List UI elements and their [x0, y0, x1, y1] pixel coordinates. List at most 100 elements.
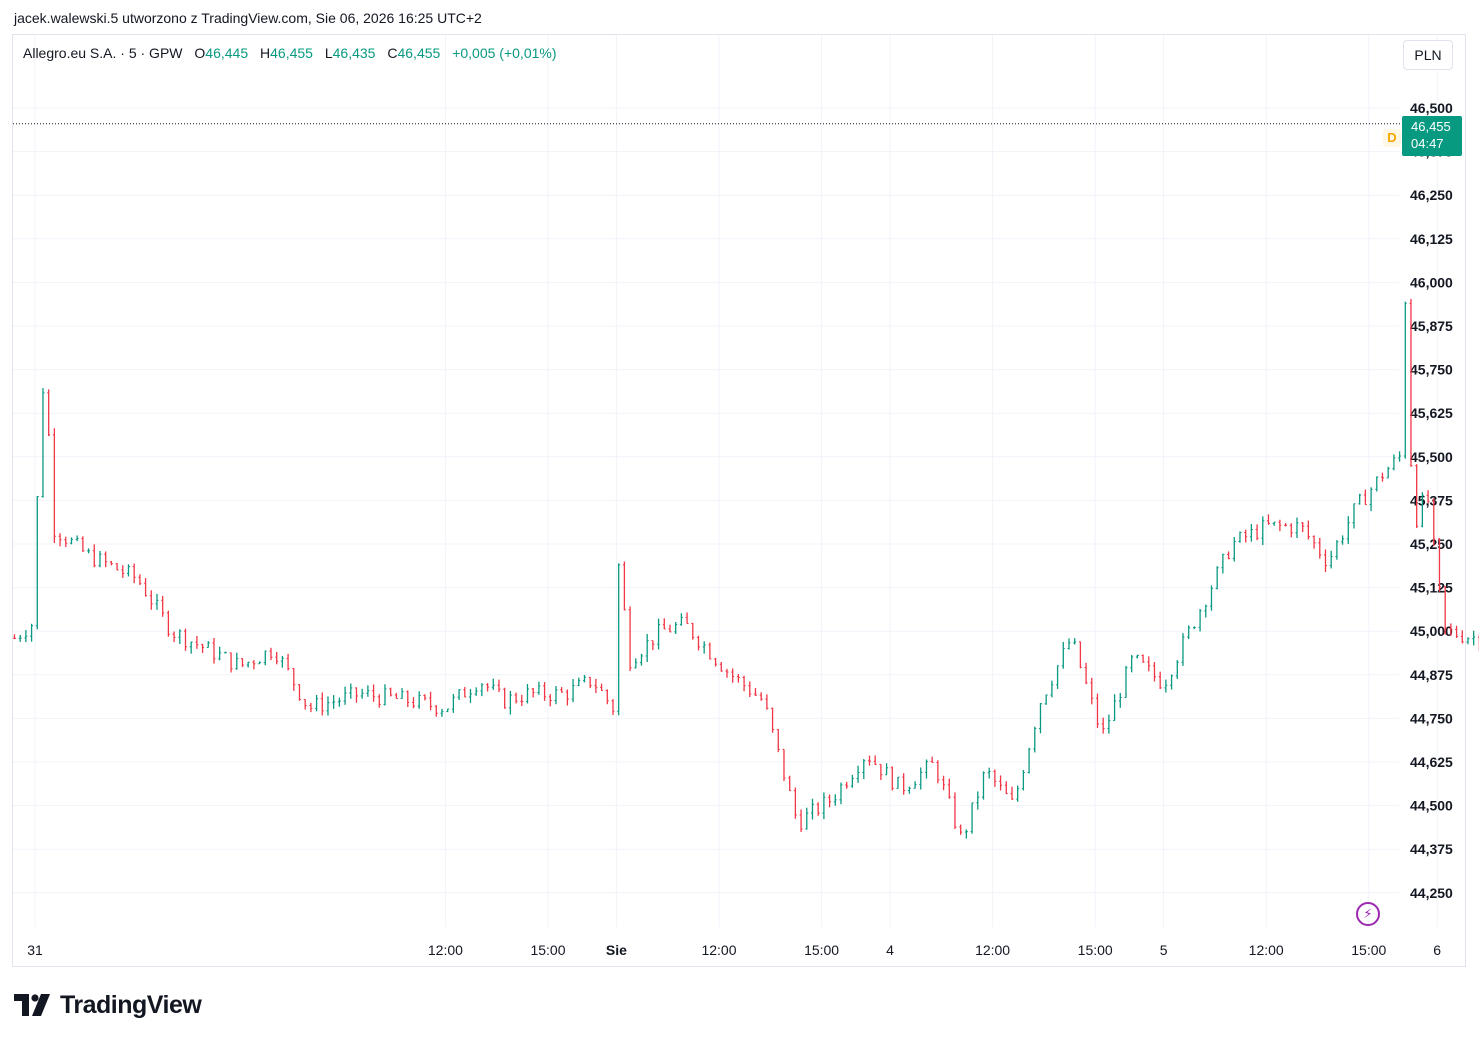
ohlc-bar	[126, 564, 130, 577]
ohlc-bar	[617, 563, 621, 716]
ohlc-bar	[183, 628, 187, 651]
ohlc-bar	[486, 683, 490, 692]
ohlc-bar	[58, 533, 62, 547]
ohlc-bar	[622, 561, 626, 611]
ohlc-bar	[771, 707, 775, 733]
currency-button[interactable]: PLN	[1403, 40, 1453, 70]
ohlc-bar	[691, 622, 695, 640]
ohlc-bar	[1016, 785, 1020, 802]
ohlc-bar	[240, 658, 244, 667]
chart-frame[interactable]	[12, 34, 1466, 967]
ohlc-bar	[1021, 769, 1025, 791]
ohlc-bar	[366, 685, 370, 697]
ohlc-bar	[1323, 549, 1327, 572]
ohlc-bar	[1135, 654, 1139, 659]
ohlc-bar	[1158, 671, 1162, 689]
ohlc-bar	[805, 807, 809, 830]
price-tick-label: 46,000	[1410, 274, 1453, 290]
ohlc-bar	[554, 686, 558, 705]
price-tick-label: 44,625	[1410, 754, 1453, 770]
ohlc-bar	[1261, 516, 1265, 545]
tradingview-wordmark: TradingView	[60, 990, 202, 1019]
ohlc-bar	[822, 792, 826, 820]
ohlc-bar	[833, 794, 837, 806]
ohlc-bar	[1090, 677, 1094, 705]
change-value: +0,005 (+0,01%)	[452, 45, 557, 61]
ohlc-bar	[115, 563, 119, 571]
ohlc-bar	[275, 651, 279, 665]
ohlc-bar	[497, 679, 501, 693]
ohlc-bar	[1067, 638, 1071, 650]
close-value: 46,455	[397, 45, 441, 61]
ohlc-bar	[993, 769, 997, 787]
ohlc-bar	[976, 791, 980, 810]
ohlc-bar	[1289, 523, 1293, 538]
ohlc-bar	[947, 778, 951, 799]
ohlc-bar	[611, 699, 615, 715]
ohlc-bar	[434, 705, 438, 717]
time-tick-label: 15:00	[804, 942, 839, 958]
last-price-tag: 46,455 04:47	[1402, 116, 1462, 156]
ohlc-bar	[109, 560, 113, 566]
ohlc-bar	[531, 688, 535, 698]
time-tick-label: 12:00	[701, 942, 736, 958]
ohlc-bar	[411, 697, 415, 709]
ohlc-bar	[1272, 521, 1276, 526]
ohlc-bar	[731, 668, 735, 683]
ohlc-bar	[748, 681, 752, 698]
ohlc-bar	[959, 824, 963, 835]
ohlc-bar	[1221, 553, 1225, 574]
ohlc-bar	[343, 686, 347, 705]
ohlc-bar	[508, 690, 512, 715]
ohlc-bar	[970, 802, 974, 834]
ohlc-bar	[189, 641, 193, 654]
ohlc-bar	[845, 781, 849, 789]
ohlc-bar	[1215, 566, 1219, 590]
ohlc-bar	[360, 688, 364, 699]
ohlc-bar	[252, 660, 256, 670]
dividend-badge[interactable]: D	[1383, 129, 1401, 147]
ohlc-bar	[799, 809, 803, 833]
price-tick-label: 46,125	[1410, 231, 1453, 247]
ohlc-bar	[862, 759, 866, 780]
ohlc-bar	[1437, 538, 1441, 592]
symbol-name[interactable]: Allegro.eu S.A. · 5 · GPW	[23, 45, 183, 61]
ohlc-bar	[1050, 680, 1054, 698]
ohlc-bar	[885, 763, 889, 776]
ohlc-bar	[1375, 476, 1379, 492]
ohlc-bar	[1380, 472, 1384, 482]
ohlc-bar	[229, 652, 233, 673]
price-tick-label: 45,500	[1410, 449, 1453, 465]
ohlc-bar	[349, 683, 353, 699]
high-value: 46,455	[270, 45, 313, 61]
ohlc-bar	[639, 653, 643, 666]
ohlc-bar	[451, 694, 455, 713]
ohlc-bar	[1010, 786, 1014, 800]
ohlc-bar	[1432, 498, 1436, 546]
ohlc-bar	[765, 694, 769, 710]
price-tick-label: 45,625	[1410, 405, 1453, 421]
ohlc-bar	[634, 658, 638, 669]
ohlc-bar	[337, 697, 341, 707]
time-tick-label: 12:00	[1249, 942, 1284, 958]
price-tick-label: 45,750	[1410, 362, 1453, 378]
ohlc-bar	[919, 767, 923, 790]
ohlc-bar	[702, 641, 706, 654]
lightning-icon[interactable]: ⚡	[1356, 902, 1380, 926]
ohlc-bar	[1306, 520, 1310, 540]
ohlc-bar	[1352, 503, 1356, 529]
ohlc-bar	[981, 771, 985, 800]
ohlc-bar	[280, 655, 284, 668]
ohlc-bar	[839, 782, 843, 805]
price-tick-label: 44,750	[1410, 710, 1453, 726]
ohlc-bars	[12, 298, 1479, 839]
ohlc-bar	[246, 661, 250, 668]
ohlc-bar	[1284, 523, 1288, 527]
ohlc-bar	[873, 755, 877, 766]
bar-countdown: 04:47	[1411, 136, 1444, 151]
ohlc-bar	[1312, 535, 1316, 549]
ohlc-bar	[662, 618, 666, 630]
ohlc-bar	[1358, 493, 1362, 505]
time-tick-label: 15:00	[1078, 942, 1113, 958]
